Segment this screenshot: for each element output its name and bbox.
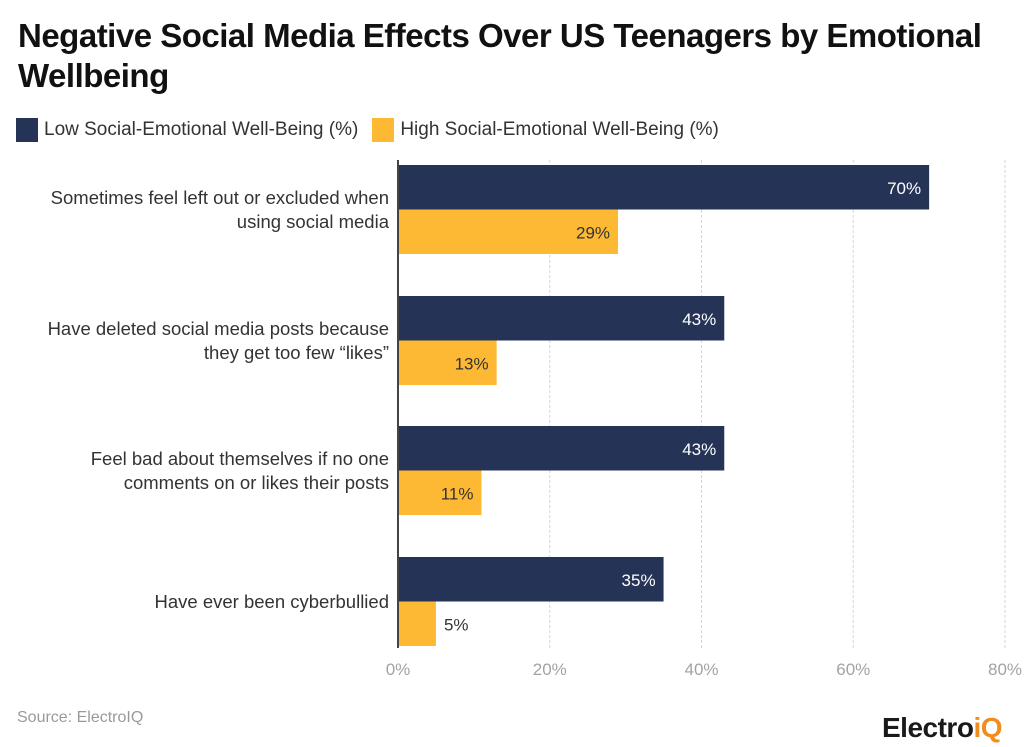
data-label: 43% xyxy=(682,310,716,329)
category-label: Sometimes feel left out or excluded when xyxy=(51,187,389,208)
bar xyxy=(398,165,930,210)
x-tick-label: 0% xyxy=(386,660,411,679)
x-tick-label: 40% xyxy=(684,660,718,679)
bar xyxy=(398,426,725,471)
category-label: they get too few “likes” xyxy=(204,342,389,363)
data-label: 70% xyxy=(887,179,921,198)
bar xyxy=(398,601,436,646)
legend-item-high[interactable]: High Social-Emotional Well-Being (%) xyxy=(372,118,719,142)
legend-swatch-low xyxy=(16,118,38,142)
bar xyxy=(398,470,482,515)
category-label: Have ever been cyberbullied xyxy=(155,591,389,612)
bar xyxy=(398,557,664,602)
category-label: Have deleted social media posts because xyxy=(48,318,389,339)
chart-title: Negative Social Media Effects Over US Te… xyxy=(18,17,982,94)
data-label: 11% xyxy=(441,484,474,503)
source-note: Source: ElectroIQ xyxy=(17,709,144,726)
category-label: using social media xyxy=(237,211,390,232)
electroiq-logo: ElectroiQ xyxy=(882,712,1002,744)
logo-accent-text: iQ xyxy=(973,712,1002,743)
x-tick-label: 20% xyxy=(533,660,567,679)
x-tick-label: 60% xyxy=(836,660,870,679)
data-label: 13% xyxy=(455,354,489,373)
legend-label-high: High Social-Emotional Well-Being (%) xyxy=(400,119,719,140)
data-label: 5% xyxy=(444,615,469,634)
category-label: comments on or likes their posts xyxy=(124,472,389,493)
bar xyxy=(398,296,725,341)
data-label: 35% xyxy=(622,571,656,590)
logo-main-text: Electro xyxy=(882,712,974,743)
legend: Low Social-Emotional Well-Being (%) High… xyxy=(16,118,733,142)
x-tick-label: 80% xyxy=(988,660,1022,679)
data-label: 29% xyxy=(576,223,610,242)
bar xyxy=(398,209,619,254)
legend-item-low[interactable]: Low Social-Emotional Well-Being (%) xyxy=(16,118,358,142)
legend-swatch-high xyxy=(372,118,395,142)
category-label: Feel bad about themselves if no one xyxy=(91,448,389,469)
bar xyxy=(398,340,497,385)
data-label: 43% xyxy=(682,440,716,459)
legend-label-low: Low Social-Emotional Well-Being (%) xyxy=(44,119,359,140)
bar-chart: 70% 29% Sometimes feel left out or exclude… xyxy=(48,160,1022,679)
